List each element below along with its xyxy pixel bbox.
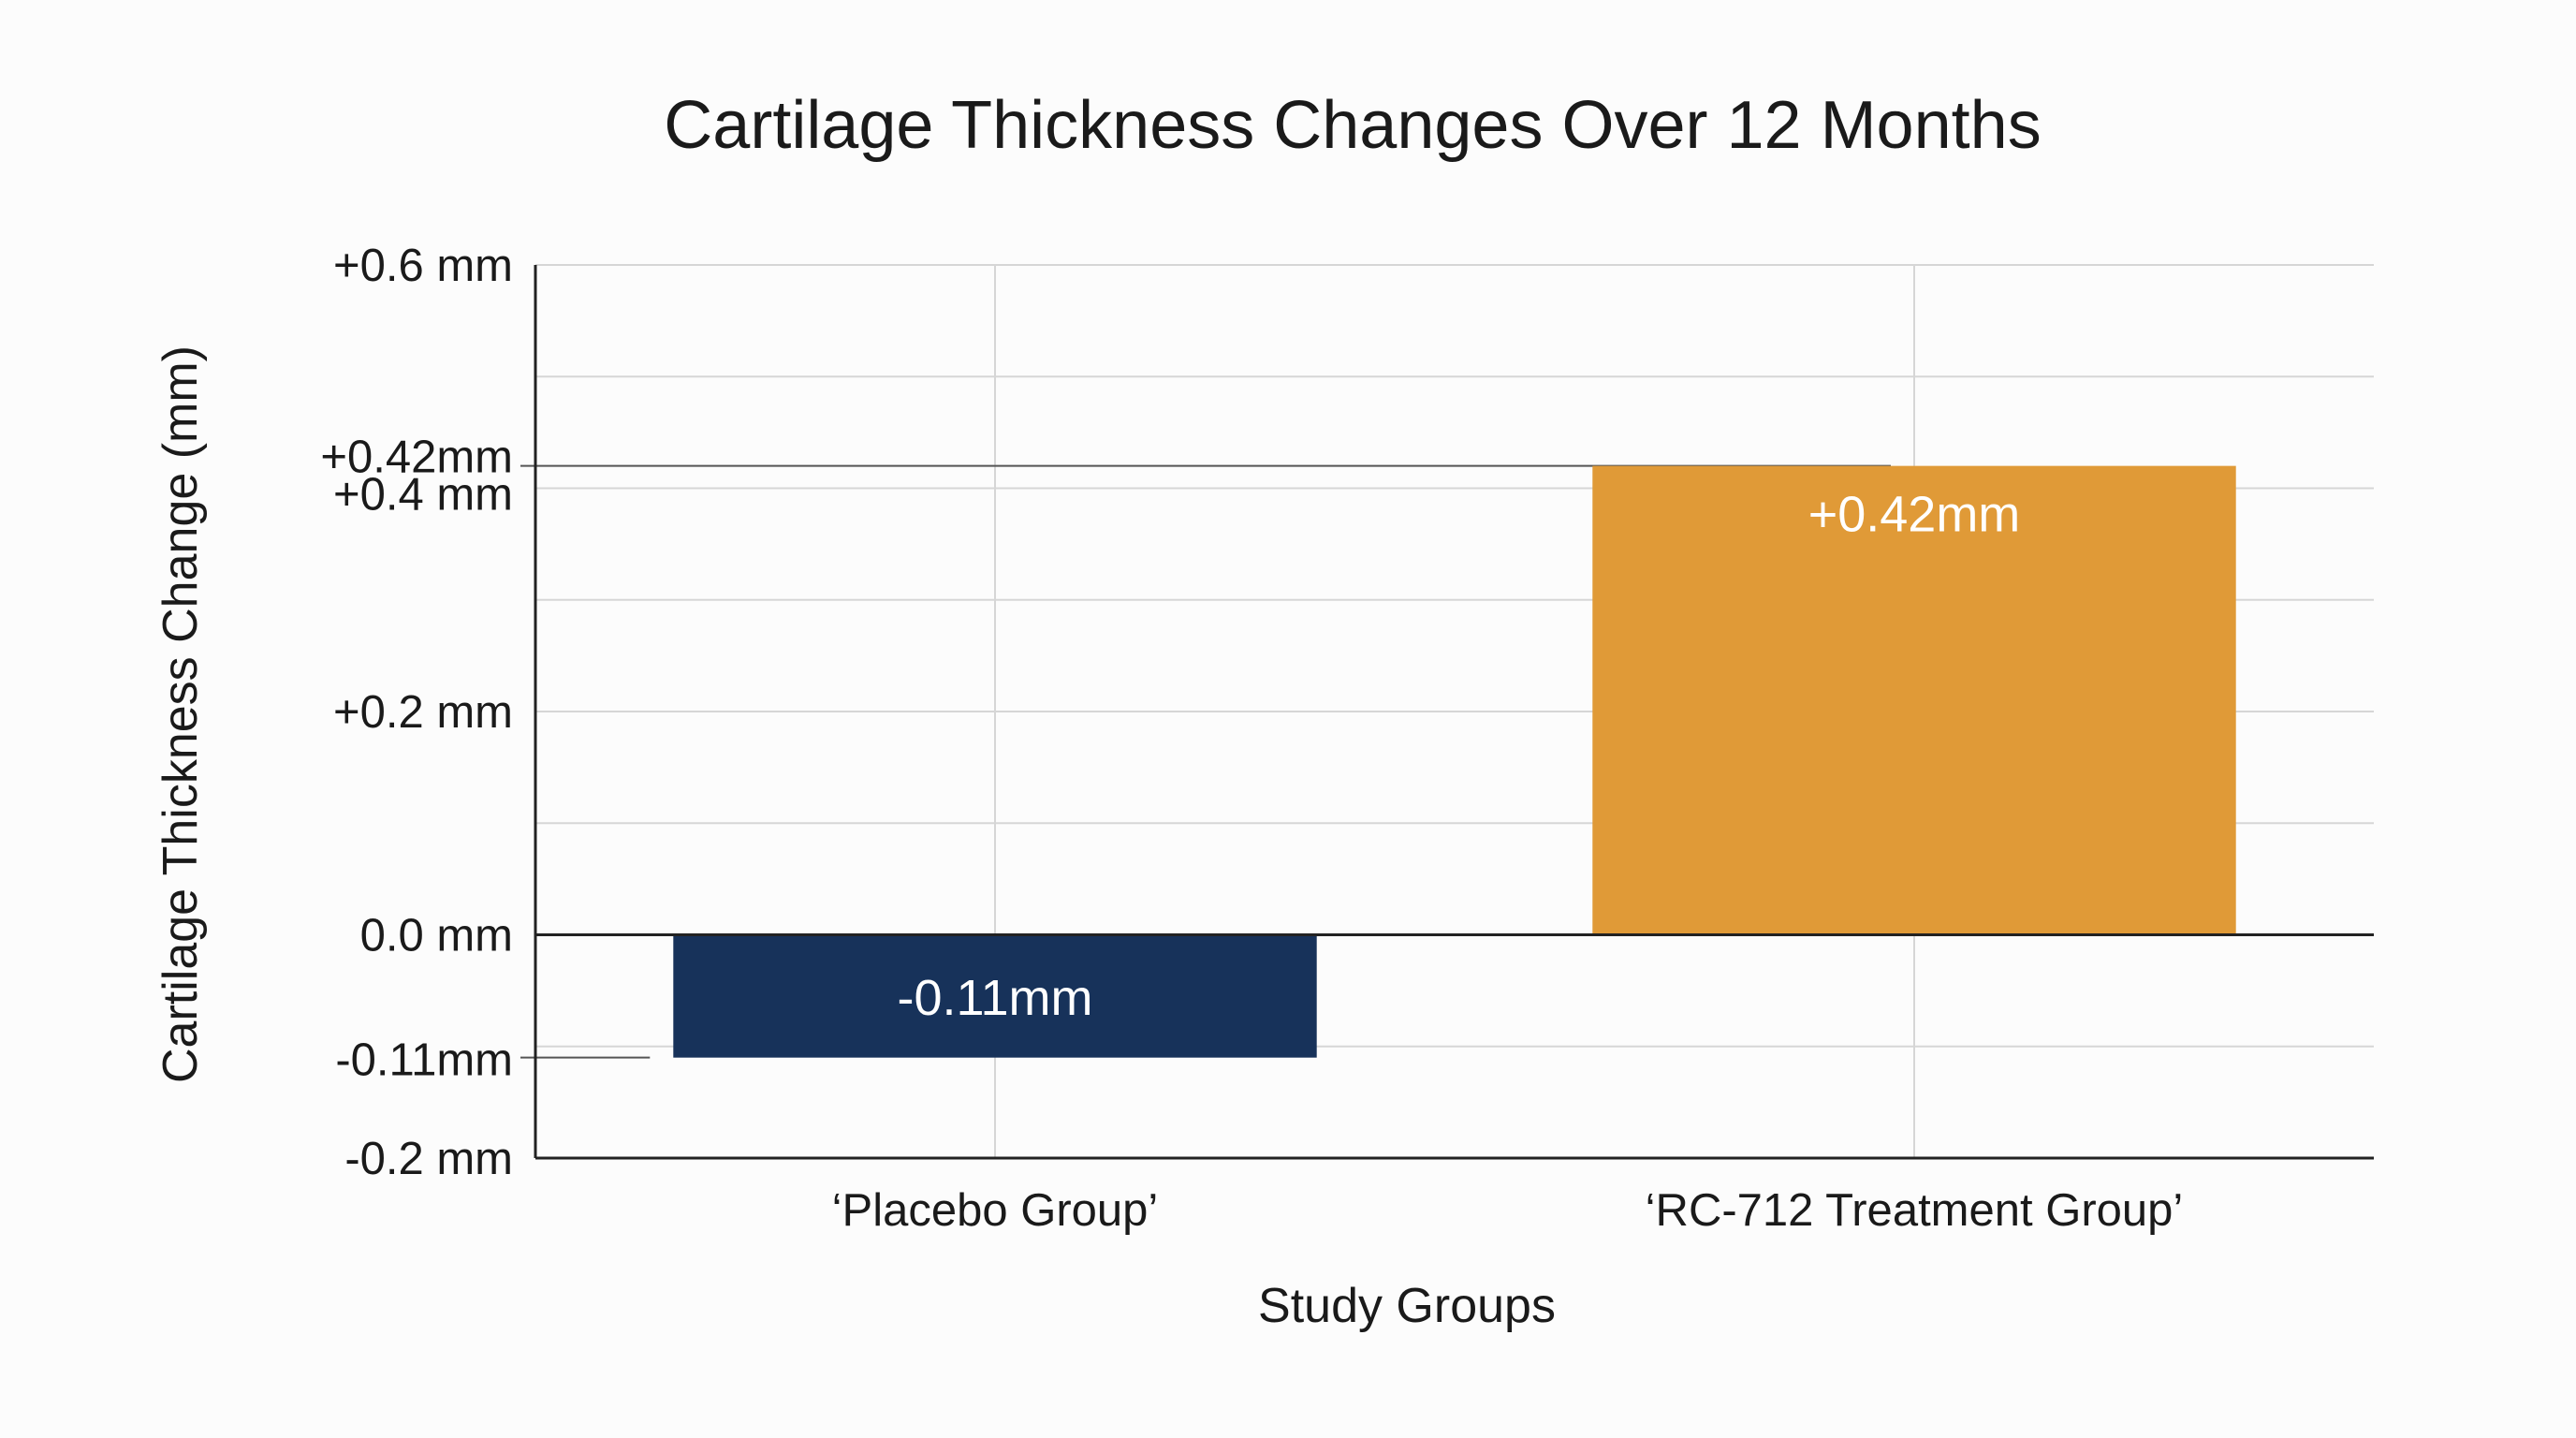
bar	[1592, 465, 2236, 935]
y-tick-label: +0.6 mm	[333, 241, 513, 291]
y-tick-label: -0.11mm	[335, 1035, 513, 1086]
x-category-label: ‘Placebo Group’	[832, 1185, 1159, 1236]
x-category-labels: ‘Placebo Group’ ‘RC-712 Treatment Group’	[832, 1185, 2184, 1236]
y-axis-title: Cartilage Thickness Change (mm)	[154, 345, 208, 1083]
x-category-label: ‘RC-712 Treatment Group’	[1646, 1185, 2184, 1236]
bar-data-label: -0.11mm	[897, 970, 1092, 1026]
y-tick-label: -0.2 mm	[344, 1134, 513, 1184]
bar	[673, 934, 1317, 1058]
bars-layer: -0.11mm +0.42mm	[673, 465, 2236, 1058]
bar-data-label: +0.42mm	[1808, 487, 2021, 543]
y-tick-labels: +0.6 mm +0.42mm+0.4 mm +0.2 mm 0.0 mm -0.11m…	[320, 241, 513, 1184]
y-tick-label: +0.4 mm	[333, 470, 513, 521]
chart-title: Cartilage Thickness Changes Over 12 Mont…	[664, 88, 2041, 163]
y-tick-label: +0.42mm	[320, 433, 513, 483]
axes-layer	[534, 265, 2374, 1160]
y-tick-label: +0.2 mm	[333, 687, 513, 738]
y-tick-label: 0.0 mm	[360, 911, 513, 961]
x-axis-title: Study Groups	[1258, 1279, 1556, 1333]
